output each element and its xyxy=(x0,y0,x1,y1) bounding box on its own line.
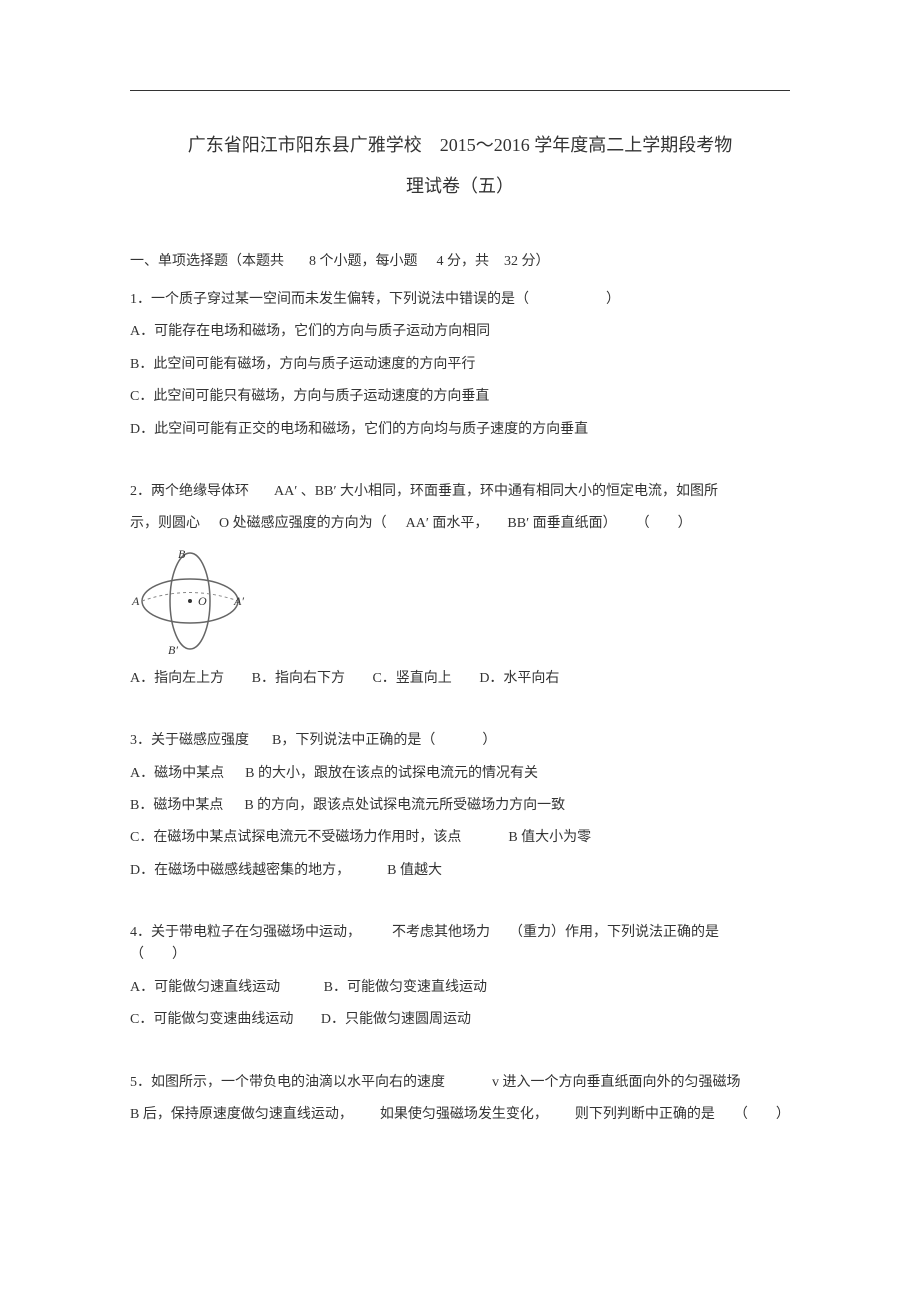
q2-stem-line1: 2．两个绝缘导体环 AA′ 、BB′ 大小相同，环面垂直，环中通有相同大小的恒定… xyxy=(130,481,790,503)
q1-stem: 1．一个质子穿过某一空间而未发生偏转，下列说法中错误的是（ ） xyxy=(130,289,790,311)
q5-stem-5: 则下列判断中正确的是 xyxy=(575,1107,715,1122)
q5-stem-line1: 5．如图所示，一个带负电的油滴以水平向右的速度 v 进入一个方向垂直纸面向外的匀… xyxy=(130,1072,790,1094)
q2-stem-line2: 示，则圆心 O 处磁感应强度的方向为（ AA′ 面水平， BB′ 面垂直纸面） … xyxy=(130,513,790,535)
q2-blank: （ ） xyxy=(636,516,692,531)
q2-figure: O A A′ B B′ xyxy=(130,546,790,656)
ring-diagram-icon: O A A′ B B′ xyxy=(130,546,250,656)
q3-d2: B 值越大 xyxy=(387,863,442,878)
q3-d1: D．在磁场中磁感线越密集的地方， xyxy=(130,863,350,878)
q2-stem-5: AA′ 面水平， xyxy=(406,516,489,531)
q1-stem-text: 1．一个质子穿过某一空间而未发生偏转，下列说法中错误的是（ xyxy=(130,292,529,307)
q5-stem-2: v 进入一个方向垂直纸面向外的匀强磁场 xyxy=(492,1075,741,1090)
q5-blank: （ ） xyxy=(734,1107,790,1122)
label-o: O xyxy=(198,594,207,608)
q3-b1: B．磁场中某点 xyxy=(130,798,223,813)
q4-stem-3: （重力）作用，下列说法正确的是 xyxy=(509,925,719,940)
question-4: 4．关于带电粒子在匀强磁场中运动， 不考虑其他场力 （重力）作用，下列说法正确的… xyxy=(130,922,790,1032)
q2-stem-6: BB′ 面垂直纸面） xyxy=(507,516,616,531)
q5-stem-3: B 后，保持原速度做匀速直线运动， xyxy=(130,1107,353,1122)
q4-options-row1: A．可能做匀速直线运动 B．可能做匀变速直线运动 xyxy=(130,977,790,999)
q1-blank: ） xyxy=(606,292,620,307)
title-year: 2015～2016 学年度高二上学期段考物 xyxy=(440,131,733,160)
label-ap: A′ xyxy=(233,594,244,608)
q2-option-a: A．指向左上方 xyxy=(130,668,224,690)
q5-stem-4: 如果使匀强磁场发生变化， xyxy=(380,1107,548,1122)
q1-option-c: C．此空间可能只有磁场，方向与质子运动速度的方向垂直 xyxy=(130,386,790,408)
document-subtitle: 理试卷（五） xyxy=(130,172,790,201)
label-bp: B′ xyxy=(168,643,178,656)
q4-option-d: D．只能做匀速圆周运动 xyxy=(321,1009,471,1031)
q3-option-a: A．磁场中某点 B 的大小，跟放在该点的试探电流元的情况有关 xyxy=(130,763,790,785)
q5-stem-line2: B 后，保持原速度做匀速直线运动， 如果使匀强磁场发生变化， 则下列判断中正确的… xyxy=(130,1104,790,1126)
title-school: 广东省阳江市阳东县广雅学校 xyxy=(188,131,422,160)
q2-stem-4: O 处磁感应强度的方向为（ xyxy=(219,516,387,531)
q1-option-a: A．可能存在电场和磁场，它们的方向与质子运动方向相同 xyxy=(130,321,790,343)
document-title: 广东省阳江市阳东县广雅学校 2015～2016 学年度高二上学期段考物 xyxy=(130,131,790,160)
q4-options-row2: C．可能做匀变速曲线运动 D．只能做匀速圆周运动 xyxy=(130,1009,790,1031)
q2-option-c: C．竖直向上 xyxy=(372,668,451,690)
q3-stem-2: B，下列说法中正确的是（ xyxy=(272,733,435,748)
question-2: 2．两个绝缘导体环 AA′ 、BB′ 大小相同，环面垂直，环中通有相同大小的恒定… xyxy=(130,481,790,690)
q5-stem-1: 5．如图所示，一个带负电的油滴以水平向右的速度 xyxy=(130,1075,445,1090)
q4-option-b: B．可能做匀变速直线运动 xyxy=(324,977,487,999)
section-header: 一、单项选择题（本题共 8 个小题，每小题 4 分，共 32 分） xyxy=(130,251,790,273)
q3-option-b: B．磁场中某点 B 的方向，跟该点处试探电流元所受磁场力方向一致 xyxy=(130,795,790,817)
q4-option-c: C．可能做匀变速曲线运动 xyxy=(130,1009,293,1031)
q1-option-d: D．此空间可能有正交的电场和磁场，它们的方向均与质子速度的方向垂直 xyxy=(130,419,790,441)
q2-option-d: D．水平向右 xyxy=(479,668,559,690)
section-text-3: 4 分，共 xyxy=(437,254,490,269)
label-a: A xyxy=(131,594,140,608)
question-1: 1．一个质子穿过某一空间而未发生偏转，下列说法中错误的是（ ） A．可能存在电场… xyxy=(130,289,790,441)
q4-blank: （ ） xyxy=(130,947,186,962)
q4-stem: 4．关于带电粒子在匀强磁场中运动， 不考虑其他场力 （重力）作用，下列说法正确的… xyxy=(130,922,790,967)
q3-a2: B 的大小，跟放在该点的试探电流元的情况有关 xyxy=(245,766,538,781)
q3-option-c: C．在磁场中某点试探电流元不受磁场力作用时，该点 B 值大小为零 xyxy=(130,827,790,849)
q2-options: A．指向左上方 B．指向右下方 C．竖直向上 D．水平向右 xyxy=(130,668,790,690)
q2-stem-1: 2．两个绝缘导体环 xyxy=(130,484,249,499)
q1-option-b: B．此空间可能有磁场，方向与质子运动速度的方向平行 xyxy=(130,354,790,376)
q3-stem-1: 3．关于磁感应强度 xyxy=(130,733,249,748)
q2-option-b: B．指向右下方 xyxy=(252,668,345,690)
q3-a1: A．磁场中某点 xyxy=(130,766,224,781)
question-5: 5．如图所示，一个带负电的油滴以水平向右的速度 v 进入一个方向垂直纸面向外的匀… xyxy=(130,1072,790,1127)
section-text-2: 8 个小题，每小题 xyxy=(309,254,418,269)
q4-stem-1: 4．关于带电粒子在匀强磁场中运动， xyxy=(130,925,361,940)
q2-stem-2: AA′ 、BB′ 大小相同，环面垂直，环中通有相同大小的恒定电流，如图所 xyxy=(274,484,718,499)
horizontal-rule xyxy=(130,90,790,91)
q3-stem: 3．关于磁感应强度 B，下列说法中正确的是（ ） xyxy=(130,730,790,752)
label-b: B xyxy=(178,547,186,561)
section-text-1: 一、单项选择题（本题共 xyxy=(130,254,284,269)
section-text-4: 32 分） xyxy=(504,254,550,269)
q3-c1: C．在磁场中某点试探电流元不受磁场力作用时，该点 xyxy=(130,830,461,845)
q4-option-a: A．可能做匀速直线运动 xyxy=(130,977,280,999)
q3-option-d: D．在磁场中磁感线越密集的地方， B 值越大 xyxy=(130,860,790,882)
question-3: 3．关于磁感应强度 B，下列说法中正确的是（ ） A．磁场中某点 B 的大小，跟… xyxy=(130,730,790,882)
q4-stem-2: 不考虑其他场力 xyxy=(392,925,490,940)
q3-blank: ） xyxy=(482,733,496,748)
q3-b2: B 的方向，跟该点处试探电流元所受磁场力方向一致 xyxy=(244,798,565,813)
q3-c2: B 值大小为零 xyxy=(508,830,591,845)
q2-stem-3: 示，则圆心 xyxy=(130,516,200,531)
